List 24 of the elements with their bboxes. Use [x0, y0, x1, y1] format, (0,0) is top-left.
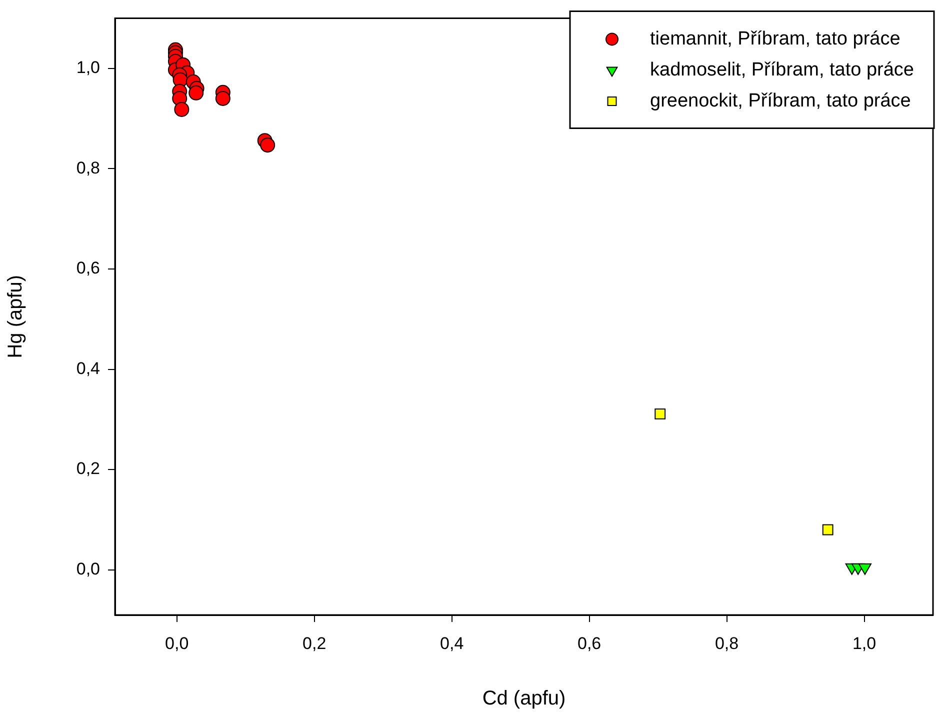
x-tick-label: 0,0	[165, 634, 189, 653]
x-tick-label: 0,4	[440, 634, 464, 653]
y-tick-label: 0,8	[76, 158, 100, 178]
legend-label: kadmoselit, Příbram, tato práce	[650, 59, 914, 80]
y-tick-label: 0,0	[76, 560, 100, 579]
point	[858, 563, 872, 575]
x-tick-label: 0,2	[302, 634, 326, 653]
point	[174, 102, 190, 117]
y-tick-label: 0,2	[76, 459, 100, 478]
y-tick-label: 1,0	[76, 58, 100, 78]
y-tick-label: 0,6	[76, 258, 100, 278]
x-tick-label: 0,6	[577, 634, 602, 653]
legend-label: greenockit, Příbram, tato práce	[650, 90, 911, 112]
y-axis-title: Hg (apfu)	[4, 274, 27, 358]
point	[188, 85, 204, 100]
y-tick-label: 0,4	[76, 358, 100, 378]
point	[654, 408, 666, 420]
legend-label: tiemannit, Příbram, tato práce	[650, 28, 900, 50]
point	[215, 90, 230, 106]
x-axis-title: Cd (apfu)	[482, 688, 566, 710]
point	[822, 524, 834, 536]
x-tick-label: 1,0	[852, 634, 876, 653]
point	[260, 138, 276, 153]
x-tick-label: 0,8	[714, 634, 739, 653]
